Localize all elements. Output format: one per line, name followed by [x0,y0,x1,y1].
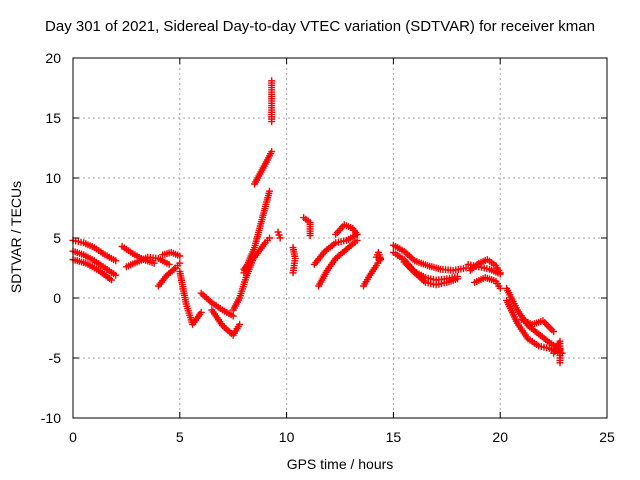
data-series-arc-28 [466,256,504,277]
data-point [150,259,158,267]
x-tick-label: 20 [492,429,508,445]
y-tick-label: 10 [45,170,61,186]
data-series-arc-22 [359,254,385,290]
data-series-arc-09 [197,289,237,320]
data-point [266,234,274,242]
data-point [268,77,276,85]
data-series-arc-16 [274,228,284,242]
data-series-arc-17 [289,244,299,277]
x-tick-label: 15 [386,429,402,445]
y-tick-label: 5 [53,230,61,246]
data-series-arc-29 [471,274,504,292]
data-point [276,234,284,242]
data-point [176,259,184,267]
chart-title: Day 301 of 2021, Sidereal Day-to-day VTE… [45,18,595,35]
data-series-arc-11 [229,257,256,314]
data-point [289,269,297,277]
grid-lines [73,58,607,418]
data-point [462,264,470,272]
x-tick-label: 10 [279,429,295,445]
y-tick-label: -5 [49,350,62,366]
data-point [107,276,115,284]
data-point [353,230,361,238]
data-point [268,148,276,156]
data-series-arc-20 [315,236,361,290]
data-series-arc-19 [310,230,361,268]
data-series-arc-23 [372,248,385,264]
data-point [165,260,173,268]
data-point [112,257,120,265]
data-point [556,359,564,367]
y-tick-label: 15 [45,110,61,126]
data-point [353,236,361,244]
data-point [550,328,558,336]
data-point [266,187,274,195]
data-point [236,320,244,328]
data-series-arc-24 [389,241,470,274]
y-tick-label: -10 [41,410,61,426]
data-point [229,312,237,320]
data-point [496,269,504,277]
data-series-arc-21 [332,221,361,238]
axis-ticks: 0 5 10 15 20 25 -10 -5 0 5 10 15 20 [41,50,615,445]
data-series-arc-15 [268,77,276,126]
data-series-arc-08 [176,268,205,328]
data-point [377,256,385,264]
data-point [197,308,205,316]
data-series-arc-07 [159,248,184,260]
x-tick-label: 25 [599,429,615,445]
y-axis-label: SDTVAR / TECUs [8,180,24,294]
data-series-arc-06 [154,259,184,290]
data-point [112,271,120,279]
data-series-arc-18 [300,214,314,240]
data-point [496,284,504,292]
data-point [176,252,184,260]
data-series-arc-10 [208,306,244,339]
x-tick-label: 5 [176,429,184,445]
data-point [306,232,314,240]
data-series-arc-13 [240,187,274,277]
y-tick-label: 0 [53,290,61,306]
data-point [453,275,461,283]
data-series-arc-03 [69,256,115,284]
data-points [69,77,566,367]
data-series-arc-26 [400,258,461,289]
x-tick-label: 0 [69,429,77,445]
data-series-arc-05 [122,253,173,271]
data-series-arc-33 [550,337,564,367]
x-axis-label: GPS time / hours [286,456,394,472]
data-series-arc-14 [251,148,276,188]
y-tick-label: 20 [45,50,61,66]
data-series-arc-32 [518,316,558,336]
